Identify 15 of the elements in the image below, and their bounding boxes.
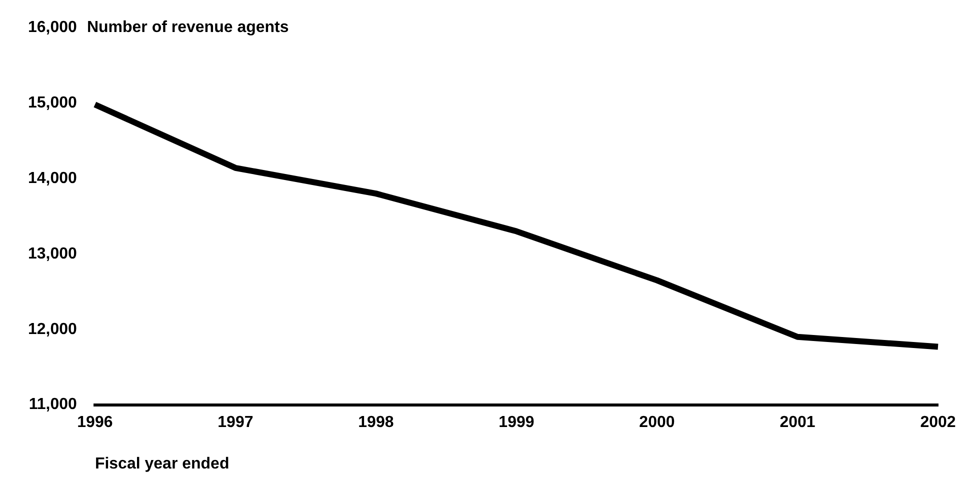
y-tick-label: 15,000	[28, 94, 78, 112]
x-tick-label: 1999	[498, 414, 534, 431]
y-axis-title: Number of revenue agents	[86, 19, 289, 36]
x-tick-label: 2001	[780, 414, 816, 431]
x-tick-label: 1998	[358, 414, 394, 431]
x-tick-label: 1996	[77, 414, 113, 431]
x-axis-title: Fiscal year ended	[94, 455, 230, 472]
x-tick-label: 2000	[639, 414, 675, 431]
y-tick-label: 11,000	[28, 396, 78, 414]
x-tick-label: 1997	[218, 414, 254, 431]
y-tick-label: 14,000	[28, 170, 78, 187]
y-tick-label: 12,000	[28, 320, 78, 338]
y-tick-label: 13,000	[28, 245, 78, 262]
y-tick-label: 16,000	[28, 19, 78, 36]
x-tick-label: 2002	[920, 414, 956, 431]
